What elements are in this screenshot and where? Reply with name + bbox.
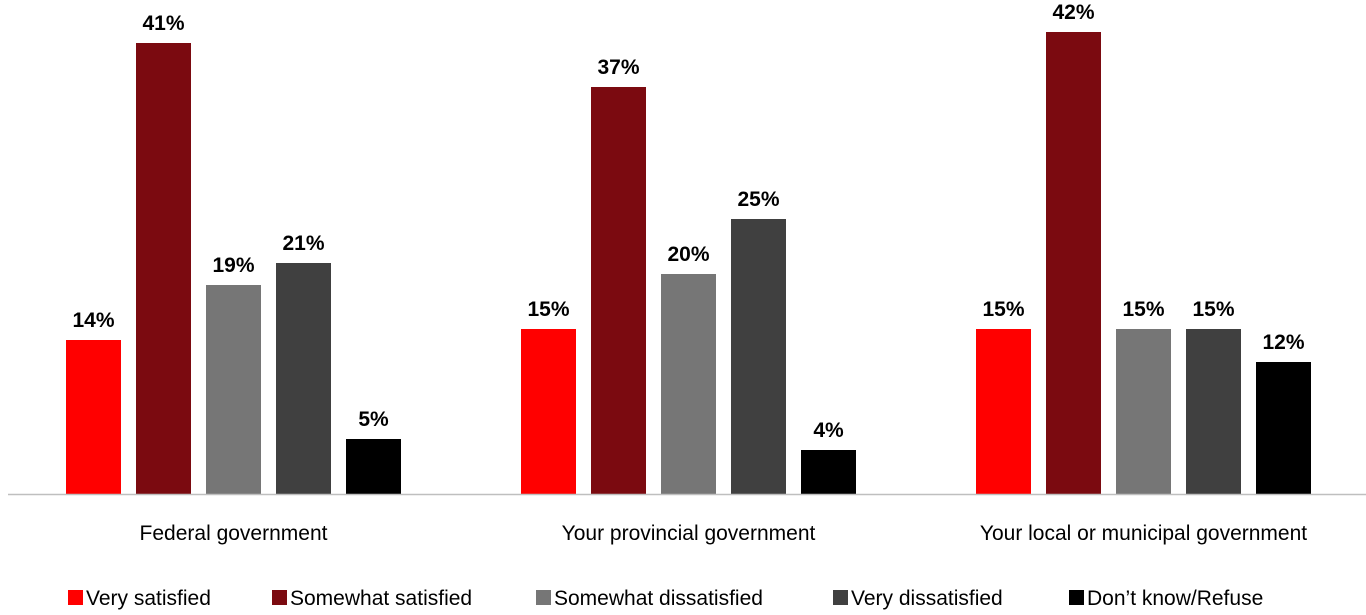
data-label-your-local-or-municipal-government-somewhat-dissatisfied: 15%	[1122, 298, 1164, 321]
bar-federal-government-somewhat-dissatisfied	[206, 285, 261, 494]
legend-swatch-very-dissatisfied	[833, 590, 848, 605]
category-labels-layer: Federal government Your provincial govern…	[140, 522, 1308, 545]
data-label-federal-government-very-dissatisfied: 21%	[282, 232, 324, 255]
legend: Very satisfied Somewhat satisfied Somewhat…	[68, 587, 1263, 610]
data-label-your-local-or-municipal-government-very-dissatisfied: 15%	[1192, 298, 1234, 321]
bars-layer	[66, 32, 1311, 494]
category-label-your-provincial-government: Your provincial government	[562, 522, 816, 545]
bar-your-provincial-government-don-t-know-refuse	[801, 450, 856, 494]
data-label-your-provincial-government-very-satisfied: 15%	[527, 298, 569, 321]
bar-federal-government-don-t-know-refuse	[346, 439, 401, 494]
legend-swatch-very-satisfied	[68, 590, 83, 605]
data-label-federal-government-very-satisfied: 14%	[72, 309, 114, 332]
data-label-federal-government-somewhat-satisfied: 41%	[142, 12, 184, 35]
data-label-your-provincial-government-very-dissatisfied: 25%	[737, 188, 779, 211]
data-label-your-provincial-government-somewhat-dissatisfied: 20%	[667, 243, 709, 266]
data-label-federal-government-somewhat-dissatisfied: 19%	[212, 254, 254, 277]
legend-item-don-t-know-refuse: Don’t know/Refuse	[1069, 587, 1263, 610]
legend-label-very-satisfied: Very satisfied	[86, 587, 211, 610]
data-label-federal-government-don-t-know-refuse: 5%	[358, 408, 389, 431]
legend-item-very-dissatisfied: Very dissatisfied	[833, 587, 1003, 610]
data-label-your-provincial-government-don-t-know-refuse: 4%	[813, 419, 844, 442]
legend-swatch-don-t-know-refuse	[1069, 590, 1084, 605]
bar-your-local-or-municipal-government-very-dissatisfied	[1186, 329, 1241, 494]
bar-your-provincial-government-very-dissatisfied	[731, 219, 786, 494]
legend-item-somewhat-dissatisfied: Somewhat dissatisfied	[536, 587, 763, 610]
data-label-your-local-or-municipal-government-somewhat-satisfied: 42%	[1052, 1, 1094, 24]
bar-your-provincial-government-very-satisfied	[521, 329, 576, 494]
category-label-your-local-or-municipal-government: Your local or municipal government	[980, 522, 1307, 545]
bar-your-provincial-government-somewhat-satisfied	[591, 87, 646, 494]
category-label-federal-government: Federal government	[140, 522, 328, 545]
bar-your-local-or-municipal-government-very-satisfied	[976, 329, 1031, 494]
bar-federal-government-somewhat-satisfied	[136, 43, 191, 494]
legend-label-don-t-know-refuse: Don’t know/Refuse	[1087, 587, 1263, 610]
legend-label-somewhat-dissatisfied: Somewhat dissatisfied	[554, 587, 763, 610]
data-label-your-provincial-government-somewhat-satisfied: 37%	[597, 56, 639, 79]
legend-swatch-somewhat-dissatisfied	[536, 590, 551, 605]
data-label-your-local-or-municipal-government-don-t-know-refuse: 12%	[1262, 331, 1304, 354]
data-label-your-local-or-municipal-government-very-satisfied: 15%	[982, 298, 1024, 321]
legend-label-somewhat-satisfied: Somewhat satisfied	[290, 587, 472, 610]
legend-label-very-dissatisfied: Very dissatisfied	[851, 587, 1003, 610]
bar-federal-government-very-dissatisfied	[276, 263, 331, 494]
legend-item-very-satisfied: Very satisfied	[68, 587, 211, 610]
legend-item-somewhat-satisfied: Somewhat satisfied	[272, 587, 472, 610]
bar-your-local-or-municipal-government-somewhat-dissatisfied	[1116, 329, 1171, 494]
legend-swatch-somewhat-satisfied	[272, 590, 287, 605]
value-labels-layer: 14% 41% 19% 21% 5% 15% 37% 20% 25% 4% 15% 42% 15% 15%…	[72, 1, 1304, 442]
bar-your-provincial-government-somewhat-dissatisfied	[661, 274, 716, 494]
bar-federal-government-very-satisfied	[66, 340, 121, 494]
bar-your-local-or-municipal-government-somewhat-satisfied	[1046, 32, 1101, 494]
bar-your-local-or-municipal-government-don-t-know-refuse	[1256, 362, 1311, 494]
